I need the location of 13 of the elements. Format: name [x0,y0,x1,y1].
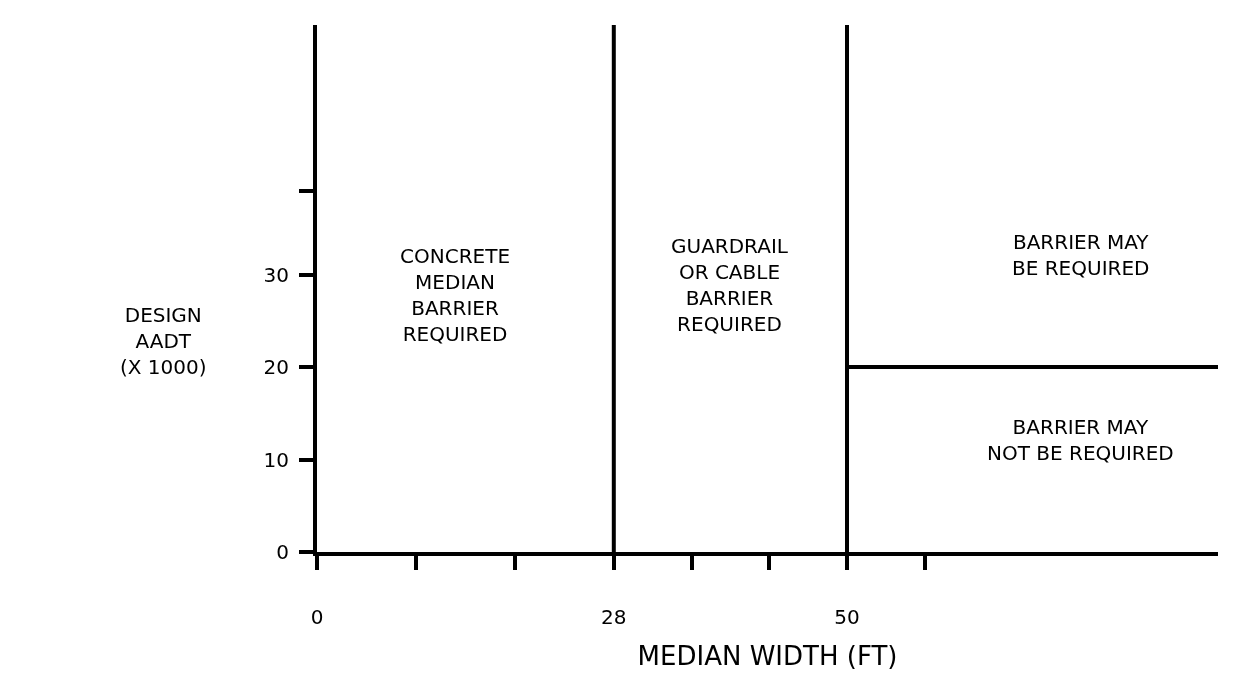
y-tick-label: 30 [263,262,289,287]
y-tick-label: 20 [263,355,289,380]
annotation: BARRIER MAY BE REQUIRED [1012,230,1150,280]
x-axis-title: MEDIAN WIDTH (FT) [637,641,898,672]
annotation: GUARDRAIL OR CABLE BARRIER REQUIRED [671,234,789,336]
annotation: BARRIER MAY NOT BE REQUIRED [987,415,1174,465]
x-tick-label: 50 [834,605,860,629]
y-tick-label: 0 [276,540,289,564]
y-tick-label: 10 [263,447,289,472]
y-axis-title: DESIGN AADT (X 1000) [120,303,207,379]
annotation: CONCRETE MEDIAN BARRIER REQUIRED [400,244,511,346]
x-tick-label: 28 [601,605,627,629]
x-tick-label: 0 [310,605,324,629]
